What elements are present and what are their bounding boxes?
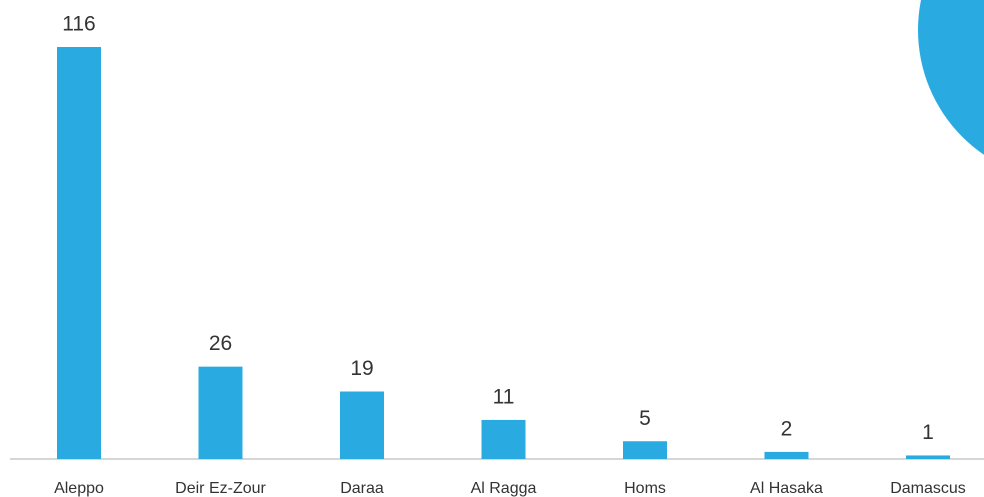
bar xyxy=(764,451,809,459)
bar xyxy=(198,366,243,459)
bar xyxy=(57,47,101,459)
value-label: 2 xyxy=(781,417,793,440)
bar xyxy=(481,419,526,459)
bar xyxy=(623,441,667,459)
value-label: 5 xyxy=(639,407,651,430)
x-tick-label: Al Hasaka xyxy=(750,480,823,497)
x-tick-label: Deir Ez-Zour xyxy=(175,480,266,497)
x-tick-label: Aleppo xyxy=(54,480,104,497)
value-label: 116 xyxy=(62,13,95,36)
bar xyxy=(906,455,950,459)
value-label: 19 xyxy=(350,357,373,380)
decorative-circle xyxy=(918,0,984,155)
x-tick-label: Al Ragga xyxy=(471,480,537,497)
value-label: 11 xyxy=(493,385,515,408)
bar xyxy=(340,391,384,459)
x-tick-label: Daraa xyxy=(340,480,384,497)
value-label: 26 xyxy=(209,332,232,355)
x-tick-label: Homs xyxy=(624,480,666,497)
x-tick-label: Damascus xyxy=(890,480,966,497)
value-label: 1 xyxy=(922,421,934,444)
